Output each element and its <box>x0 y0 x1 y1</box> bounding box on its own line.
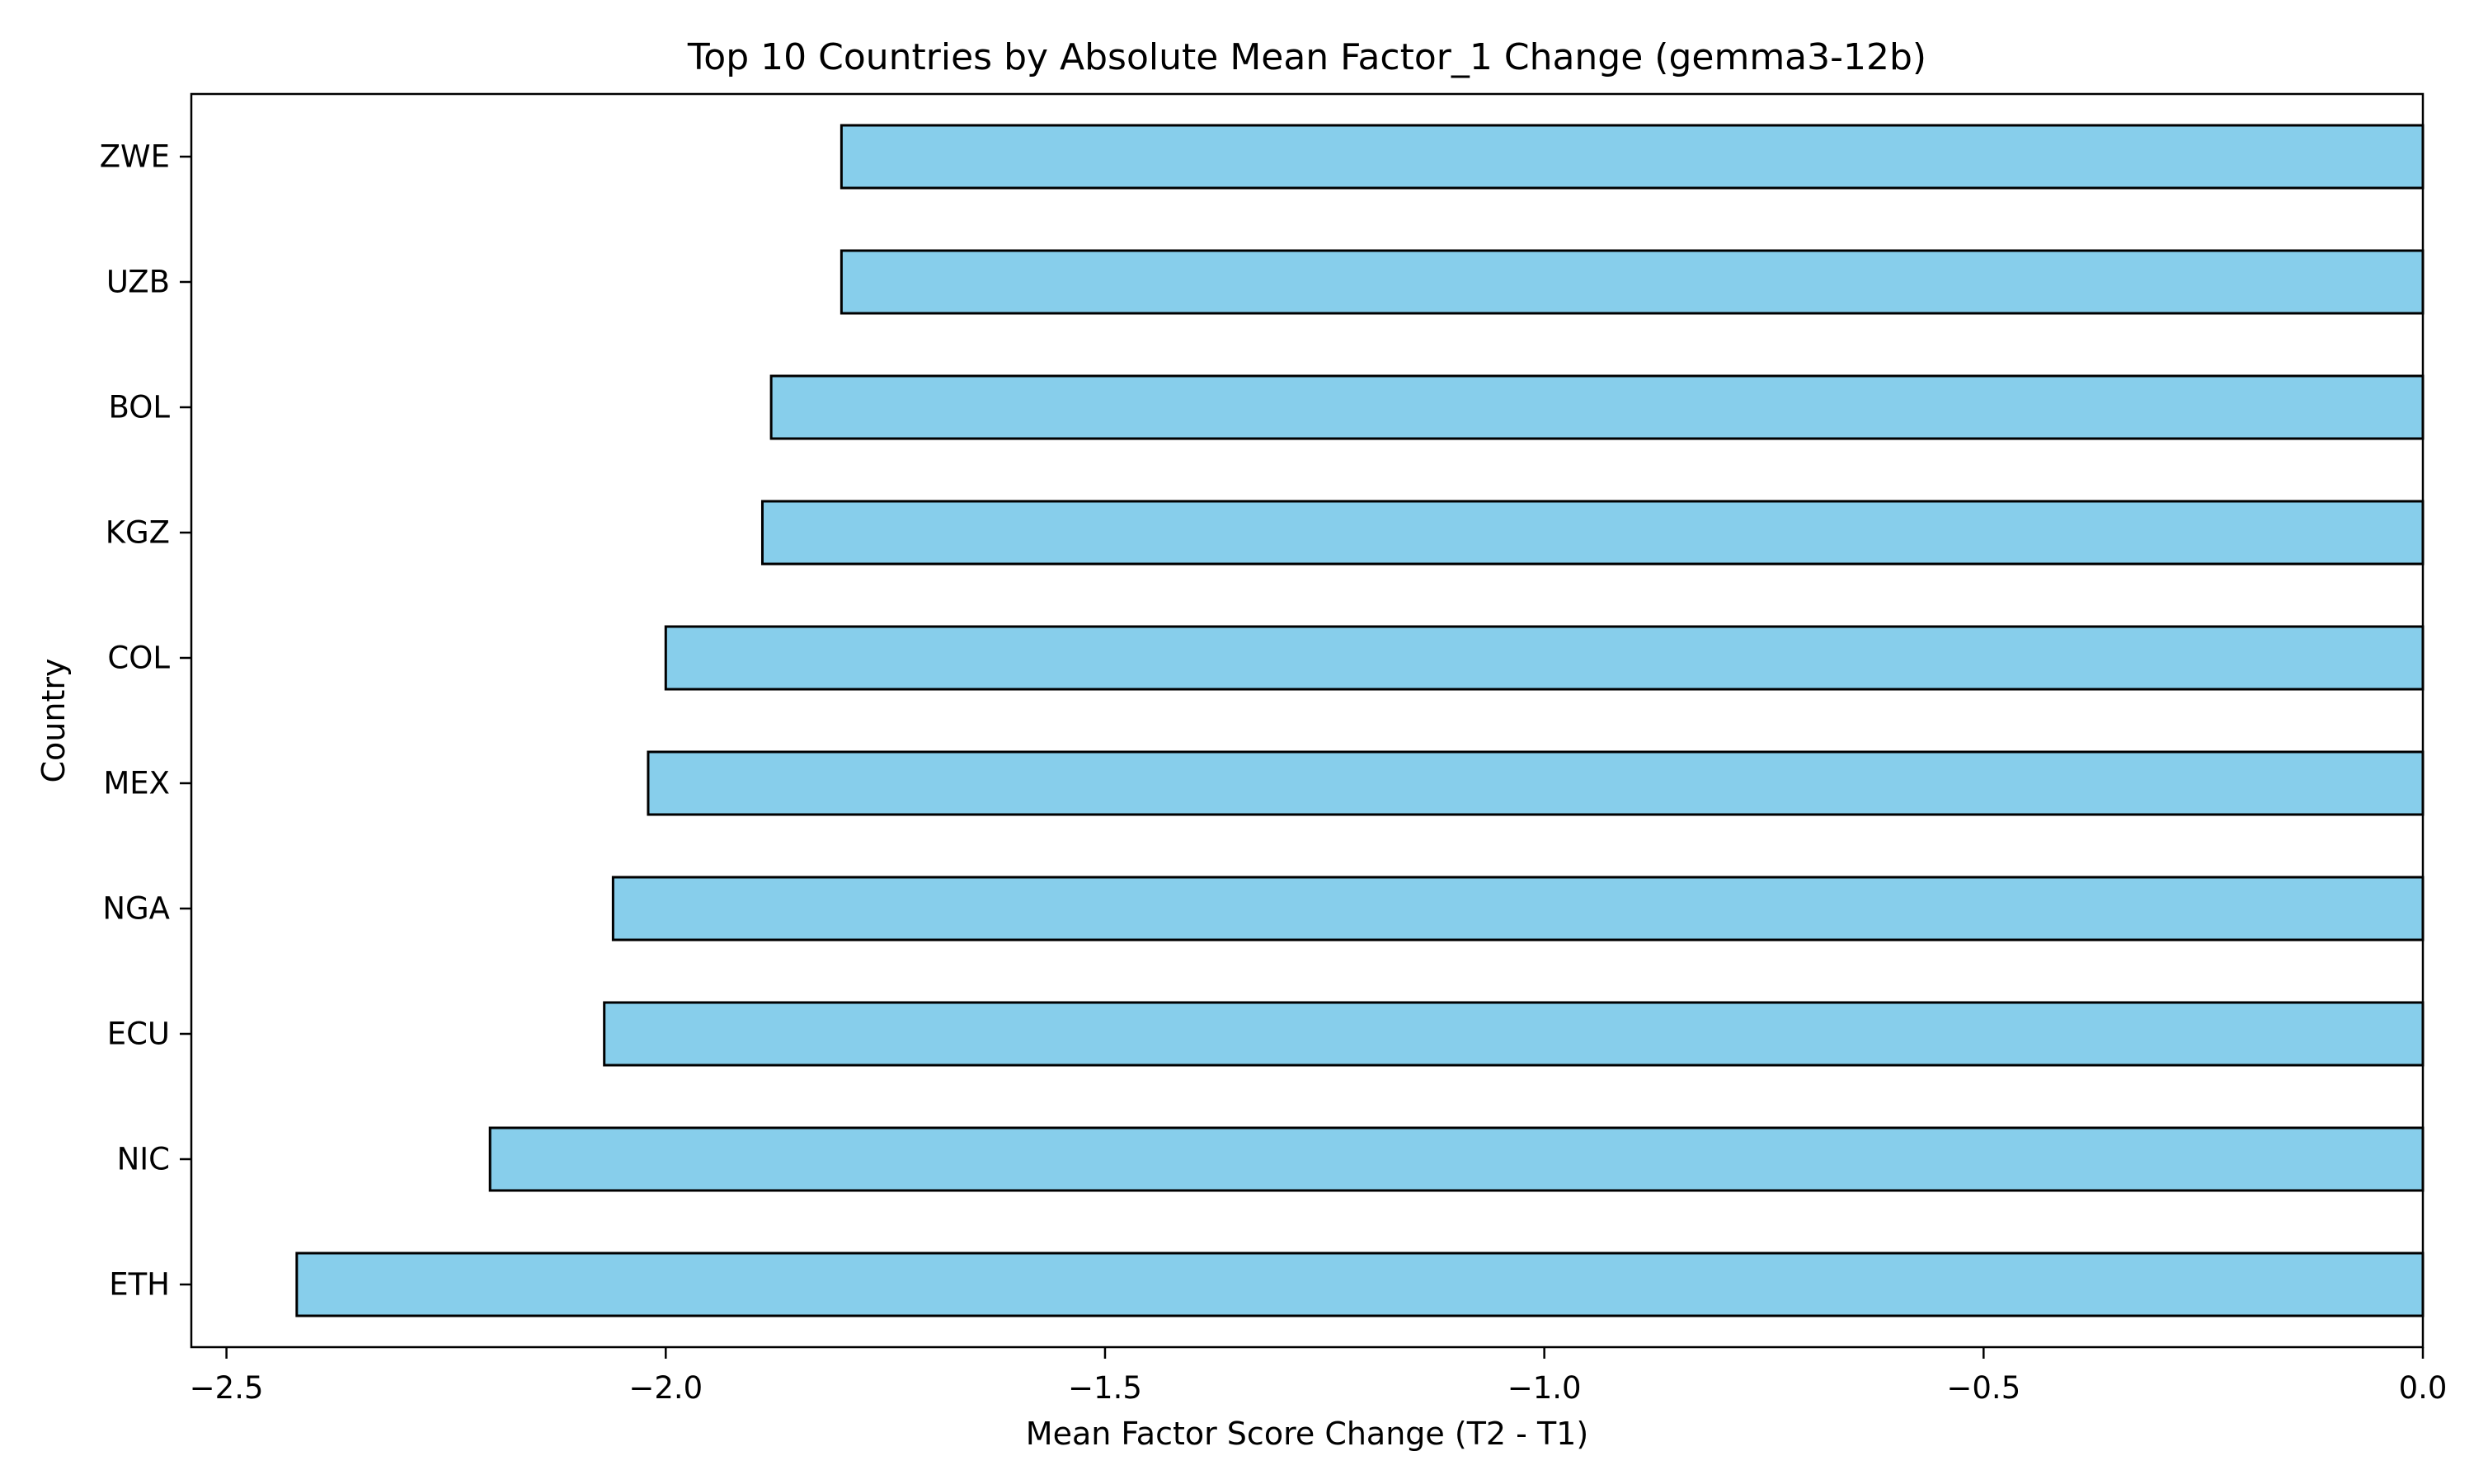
bars-group <box>295 124 2425 1317</box>
x-axis: −2.5 −2.0 −1.5 −1.0 −0.5 0.0 <box>190 1347 2448 1406</box>
y-tick-label-bol: BOL <box>109 390 171 425</box>
x-tick-label: −1.0 <box>1507 1370 1582 1406</box>
y-tick-label-nga: NGA <box>102 891 170 927</box>
y-tick-label-uzb: UZB <box>106 265 170 300</box>
bar-eth <box>295 1252 2425 1317</box>
x-axis-label: Mean Factor Score Change (T2 - T1) <box>1026 1416 1588 1452</box>
y-tick-label-mex: MEX <box>103 766 170 801</box>
y-tick-label-nic: NIC <box>117 1142 170 1177</box>
y-tick-label-kgz: KGZ <box>106 515 170 551</box>
x-tick-label: 0.0 <box>2399 1370 2448 1406</box>
bar-ecu <box>603 1001 2425 1067</box>
bar-bol <box>769 374 2425 440</box>
y-axis-label: Country <box>35 659 72 783</box>
y-tick-label-zwe: ZWE <box>100 139 170 175</box>
bar-kgz <box>760 500 2425 566</box>
bar-nic <box>488 1126 2425 1192</box>
x-tick-label: −0.5 <box>1946 1370 2020 1406</box>
y-tick-label-col: COL <box>107 641 170 676</box>
chart-title: Top 10 Countries by Absolute Mean Factor… <box>687 36 1926 78</box>
bar-zwe <box>840 124 2425 190</box>
bar-nga <box>611 876 2425 942</box>
x-tick-label: −2.5 <box>190 1370 264 1406</box>
x-tick-label: −2.0 <box>628 1370 703 1406</box>
bar-uzb <box>840 249 2425 315</box>
bar-mex <box>647 750 2425 816</box>
x-tick-label: −1.5 <box>1068 1370 1142 1406</box>
plot-frame <box>190 92 2425 1349</box>
y-tick-label-ecu: ECU <box>107 1017 170 1052</box>
y-axis: ZWE UZB BOL KGZ COL MEX NGA ECU NIC ETH <box>100 139 191 1303</box>
y-tick-label-eth: ETH <box>109 1267 170 1303</box>
bar-col <box>664 625 2425 691</box>
